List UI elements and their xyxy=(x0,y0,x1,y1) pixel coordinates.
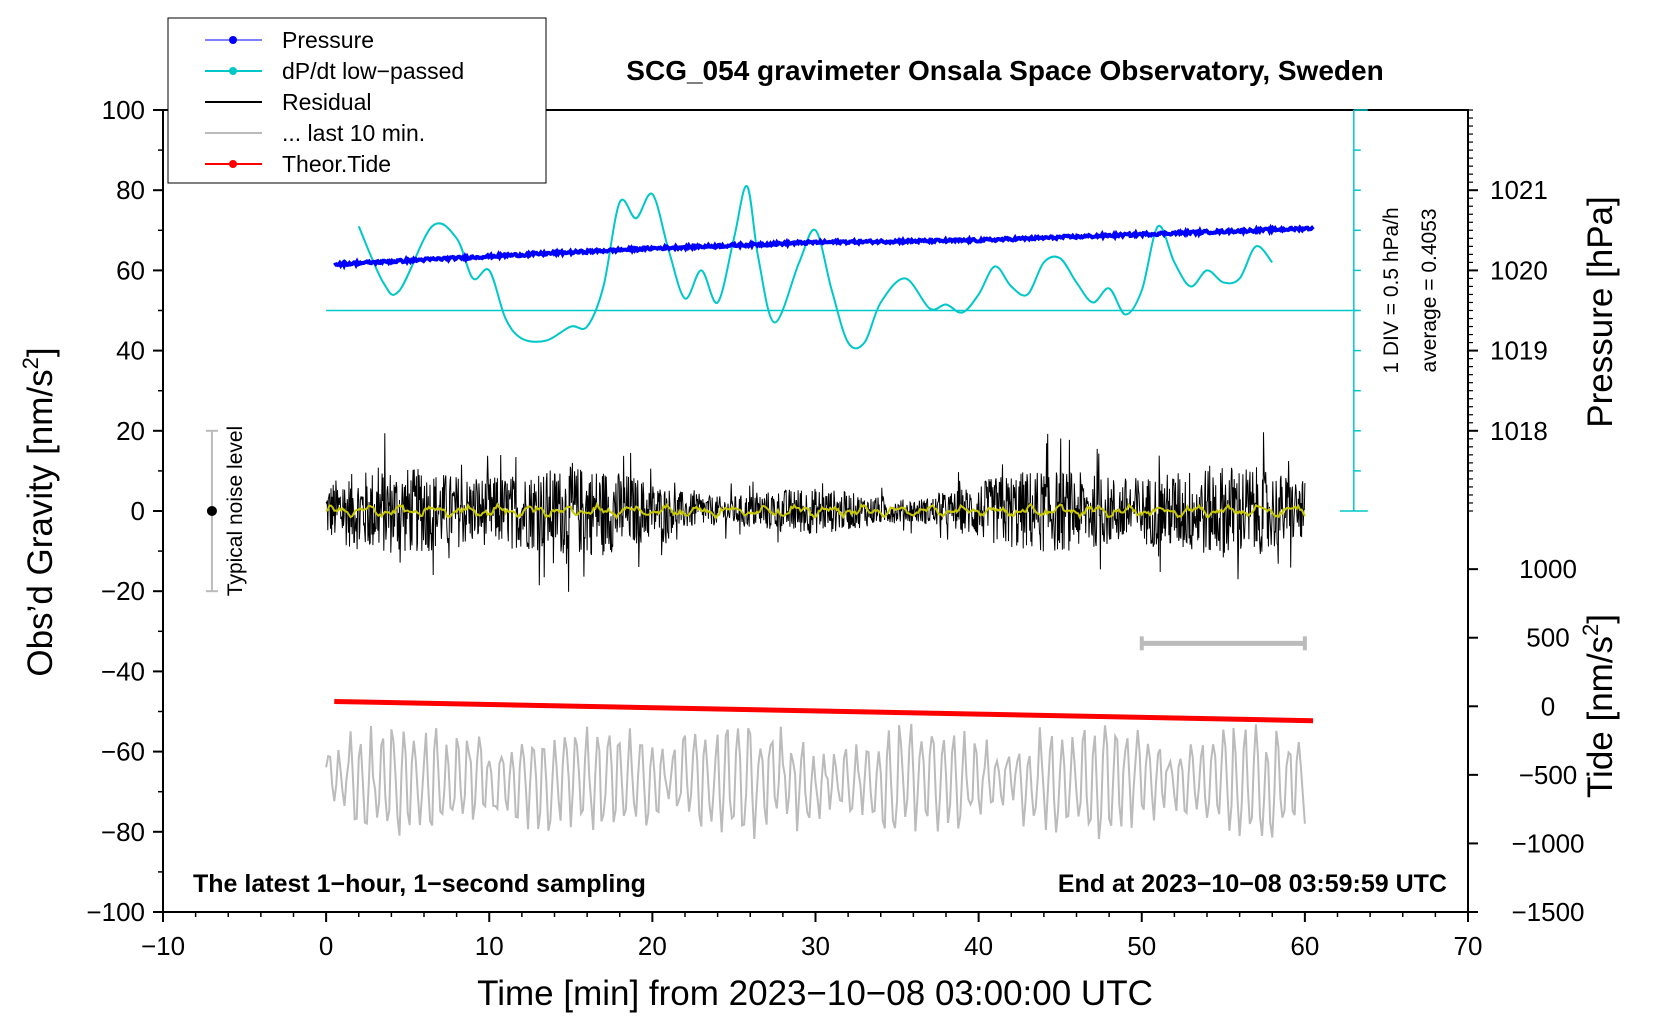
minor-ticks xyxy=(158,109,1473,917)
legend: Pressure dP/dt low−passed Residual ... last… xyxy=(167,17,547,184)
legend-marker xyxy=(229,160,237,168)
y-axis-label-gravity-sup: 2 xyxy=(18,357,43,369)
y-axis-tide: −1500 −1000 −500 0 500 1000 xyxy=(1468,554,1585,927)
legend-label: Theor.Tide xyxy=(282,151,391,177)
noise-label: Typical noise level xyxy=(224,426,247,596)
x-tick-label: 60 xyxy=(1290,931,1319,961)
legend-label: Pressure xyxy=(282,27,374,53)
y-tick-label: 100 xyxy=(102,95,145,125)
legend-marker xyxy=(229,36,237,44)
y-tick-label: −60 xyxy=(101,737,145,767)
y-axis-label-tide: Tide [nm/s2] xyxy=(1578,614,1620,798)
y-axis-label-tide-sup: 2 xyxy=(1578,624,1603,636)
dpdt-scale-bar: 1 DIV = 0.5 hPa/h average = 0.4053 xyxy=(1339,109,1441,512)
tide-tick-label: −1000 xyxy=(1511,828,1584,858)
chart-title: SCG_054 gravimeter Onsala Space Observat… xyxy=(626,55,1383,86)
x-axis: −10 0 10 20 30 40 50 60 70 xyxy=(141,912,1483,961)
noise-indicator: Typical noise level xyxy=(205,426,247,596)
y-tick-label: 0 xyxy=(131,496,145,526)
y-tick-label: 60 xyxy=(116,255,145,285)
theor-tide-series-line xyxy=(334,698,1314,724)
x-tick-label: 0 xyxy=(319,931,333,961)
y-axis-gravity: −100 −80 −60 −40 −20 0 20 40 60 80 100 xyxy=(86,95,163,927)
dpdt-series-line xyxy=(357,185,1274,350)
legend-label: dP/dt low−passed xyxy=(282,58,464,84)
pressure-tick-label: 1020 xyxy=(1490,255,1548,285)
y-axis-label-gravity: Obs’d Gravity [nm/s2] xyxy=(18,347,60,676)
x-tick-label: 20 xyxy=(638,931,667,961)
y-tick-label: −20 xyxy=(101,576,145,606)
dpdt-scale-label: 1 DIV = 0.5 hPa/h xyxy=(1380,207,1403,373)
x-tick-label: 40 xyxy=(964,931,993,961)
tide-tick-label: −1500 xyxy=(1511,897,1584,927)
dpdt-average-label: average = 0.4053 xyxy=(1418,208,1441,372)
pressure-series-line xyxy=(333,223,1315,271)
legend-label: ... last 10 min. xyxy=(282,120,425,146)
annotation-bottom-right: End at 2023−10−08 03:59:59 UTC xyxy=(1058,870,1447,898)
y-tick-label: 80 xyxy=(116,175,145,205)
x-tick-label: 10 xyxy=(475,931,504,961)
x-tick-label: 30 xyxy=(801,931,830,961)
tide-tick-label: 0 xyxy=(1541,691,1555,721)
legend-marker xyxy=(229,67,237,75)
legend-label: Residual xyxy=(282,89,372,115)
y-tick-label: 40 xyxy=(116,336,145,366)
x-axis-label: Time [min] from 2023−10−08 03:00:00 UTC xyxy=(477,974,1153,1013)
last-10-min-series-line xyxy=(325,723,1306,840)
x-tick-label: −10 xyxy=(141,931,185,961)
annotation-bottom-left: The latest 1−hour, 1−second sampling xyxy=(193,870,646,898)
residual-series-line xyxy=(325,432,1306,592)
tide-tick-label: 1000 xyxy=(1519,554,1577,584)
pressure-tick-label: 1019 xyxy=(1490,336,1548,366)
x-tick-label: 70 xyxy=(1454,931,1483,961)
y-axis-pressure: 1018 1019 1020 1021 xyxy=(1468,175,1548,446)
y-tick-label: 20 xyxy=(116,416,145,446)
pressure-tick-label: 1021 xyxy=(1490,175,1548,205)
tide-tick-label: 500 xyxy=(1526,623,1569,653)
y-tick-label: −100 xyxy=(86,897,145,927)
y-tick-label: −80 xyxy=(101,817,145,847)
noise-center-dot xyxy=(206,506,217,516)
pressure-tick-label: 1018 xyxy=(1490,416,1548,446)
legend-box xyxy=(167,17,547,184)
smoothed-residual-line xyxy=(325,501,1306,521)
tide-tick-label: −500 xyxy=(1519,760,1578,790)
data-series xyxy=(325,185,1358,840)
y-axis-label-pressure: Pressure [hPa] xyxy=(1581,196,1620,428)
x-tick-label: 50 xyxy=(1127,931,1156,961)
y-tick-label: −40 xyxy=(101,656,145,686)
